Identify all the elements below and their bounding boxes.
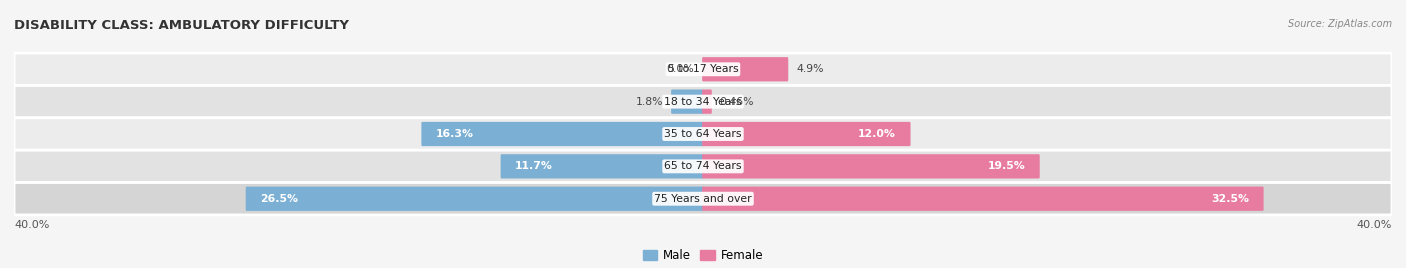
Legend: Male, Female: Male, Female — [643, 249, 763, 262]
Text: 5 to 17 Years: 5 to 17 Years — [668, 64, 738, 74]
FancyBboxPatch shape — [501, 154, 704, 178]
Text: 40.0%: 40.0% — [14, 220, 49, 230]
Text: 0.0%: 0.0% — [666, 64, 695, 74]
Text: 1.8%: 1.8% — [636, 97, 664, 107]
Text: 4.9%: 4.9% — [796, 64, 824, 74]
Text: 19.5%: 19.5% — [987, 161, 1025, 171]
FancyBboxPatch shape — [702, 122, 911, 146]
FancyBboxPatch shape — [14, 150, 1392, 183]
FancyBboxPatch shape — [702, 154, 1039, 178]
Text: Source: ZipAtlas.com: Source: ZipAtlas.com — [1288, 19, 1392, 29]
Text: 12.0%: 12.0% — [858, 129, 896, 139]
FancyBboxPatch shape — [246, 187, 704, 211]
FancyBboxPatch shape — [14, 183, 1392, 215]
FancyBboxPatch shape — [14, 118, 1392, 150]
Text: 40.0%: 40.0% — [1357, 220, 1392, 230]
FancyBboxPatch shape — [671, 90, 704, 114]
Text: 16.3%: 16.3% — [436, 129, 474, 139]
FancyBboxPatch shape — [702, 57, 789, 81]
FancyBboxPatch shape — [14, 53, 1392, 85]
Text: 65 to 74 Years: 65 to 74 Years — [664, 161, 742, 171]
FancyBboxPatch shape — [14, 85, 1392, 118]
FancyBboxPatch shape — [702, 187, 1264, 211]
Text: 32.5%: 32.5% — [1211, 194, 1249, 204]
FancyBboxPatch shape — [422, 122, 704, 146]
Text: 0.46%: 0.46% — [720, 97, 754, 107]
Text: 26.5%: 26.5% — [260, 194, 298, 204]
Text: 11.7%: 11.7% — [515, 161, 553, 171]
Text: 18 to 34 Years: 18 to 34 Years — [664, 97, 742, 107]
FancyBboxPatch shape — [702, 90, 711, 114]
Text: DISABILITY CLASS: AMBULATORY DIFFICULTY: DISABILITY CLASS: AMBULATORY DIFFICULTY — [14, 19, 349, 32]
Text: 35 to 64 Years: 35 to 64 Years — [664, 129, 742, 139]
Text: 75 Years and over: 75 Years and over — [654, 194, 752, 204]
